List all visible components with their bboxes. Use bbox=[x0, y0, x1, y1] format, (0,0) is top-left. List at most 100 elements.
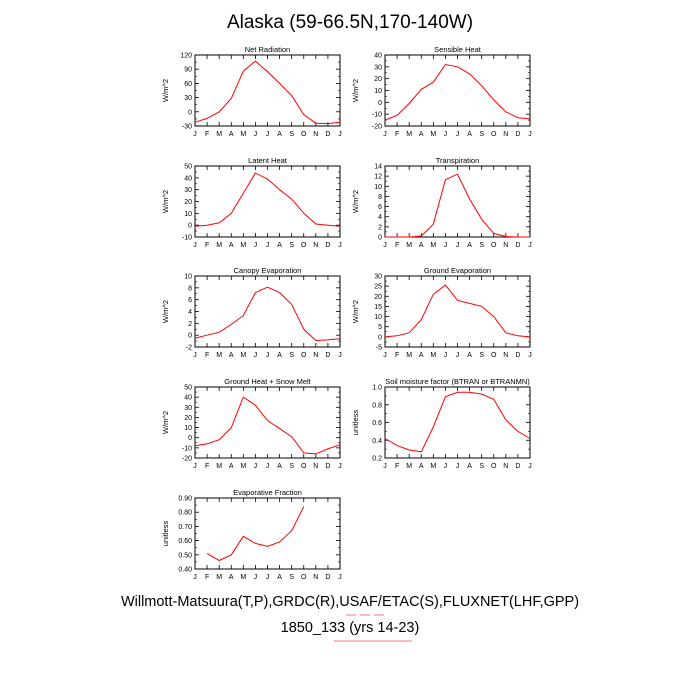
x-tick-label: A bbox=[229, 242, 234, 249]
y-tick-label: -20 bbox=[182, 456, 192, 463]
x-tick-label: J bbox=[193, 463, 197, 470]
x-tick-label: S bbox=[289, 131, 294, 138]
y-tick-label: 0 bbox=[188, 109, 192, 116]
x-tick-label: J bbox=[338, 574, 342, 581]
x-tick-label: J bbox=[266, 131, 270, 138]
x-tick-label: J bbox=[338, 352, 342, 359]
y-axis-label: W/m^2 bbox=[161, 411, 170, 434]
y-tick-label: 25 bbox=[374, 284, 382, 291]
y-tick-label: 4 bbox=[378, 214, 382, 221]
x-tick-label: M bbox=[216, 463, 222, 470]
x-tick-label: D bbox=[325, 352, 330, 359]
y-tick-label: 15 bbox=[374, 304, 382, 311]
x-tick-label: J bbox=[456, 131, 460, 138]
x-tick-label: D bbox=[515, 352, 520, 359]
x-tick-label: A bbox=[229, 131, 234, 138]
y-tick-label: 0.70 bbox=[178, 524, 192, 531]
y-axis-label: unitless bbox=[351, 410, 360, 436]
x-tick-label: J bbox=[193, 574, 197, 581]
x-tick-label: N bbox=[503, 242, 508, 249]
y-tick-label: -2 bbox=[186, 345, 192, 352]
x-tick-label: J bbox=[266, 352, 270, 359]
y-tick-label: 2 bbox=[378, 224, 382, 231]
x-tick-label: A bbox=[229, 463, 234, 470]
x-tick-label: J bbox=[254, 242, 258, 249]
x-tick-label: O bbox=[301, 463, 307, 470]
x-tick-label: J bbox=[254, 574, 258, 581]
x-tick-label: F bbox=[395, 242, 399, 249]
y-axis-label: W/m^2 bbox=[351, 300, 360, 323]
y-tick-label: 20 bbox=[374, 294, 382, 301]
panel-title: Ground Evaporation bbox=[424, 266, 491, 275]
y-tick-label: 40 bbox=[184, 395, 192, 402]
x-tick-label: D bbox=[515, 131, 520, 138]
x-tick-label: N bbox=[313, 131, 318, 138]
x-tick-label: J bbox=[254, 352, 258, 359]
x-tick-label: A bbox=[277, 463, 282, 470]
x-tick-label: N bbox=[313, 574, 318, 581]
y-tick-label: 60 bbox=[184, 81, 192, 88]
x-tick-label: J bbox=[528, 463, 532, 470]
y-tick-label: -5 bbox=[376, 345, 382, 352]
y-tick-label: -10 bbox=[182, 445, 192, 452]
panel-title: Latent Heat bbox=[248, 156, 288, 165]
y-axis-label: W/m^2 bbox=[351, 190, 360, 213]
series-line bbox=[384, 63, 531, 121]
y-tick-label: 30 bbox=[184, 95, 192, 102]
x-tick-label: A bbox=[467, 131, 472, 138]
x-tick-label: J bbox=[338, 463, 342, 470]
series-line bbox=[194, 172, 341, 227]
series-line bbox=[384, 391, 531, 453]
y-tick-label: 20 bbox=[184, 199, 192, 206]
x-tick-label: F bbox=[205, 352, 209, 359]
y-tick-label: -30 bbox=[182, 124, 192, 131]
series-line bbox=[194, 286, 341, 342]
x-tick-label: N bbox=[503, 463, 508, 470]
x-tick-label: F bbox=[205, 131, 209, 138]
y-tick-label: 50 bbox=[184, 385, 192, 392]
y-tick-label: 30 bbox=[374, 64, 382, 71]
y-tick-label: 20 bbox=[374, 76, 382, 83]
x-tick-label: J bbox=[456, 463, 460, 470]
x-tick-label: N bbox=[313, 352, 318, 359]
x-tick-label: M bbox=[240, 352, 246, 359]
y-tick-label: 10 bbox=[374, 314, 382, 321]
x-tick-label: J bbox=[383, 352, 387, 359]
x-tick-label: J bbox=[456, 352, 460, 359]
x-tick-label: D bbox=[515, 242, 520, 249]
y-tick-label: 6 bbox=[188, 297, 192, 304]
y-tick-label: 4 bbox=[188, 309, 192, 316]
y-axis-label: W/m^2 bbox=[161, 300, 170, 323]
y-tick-label: -10 bbox=[182, 235, 192, 242]
x-tick-label: O bbox=[301, 352, 307, 359]
x-tick-label: A bbox=[229, 574, 234, 581]
x-tick-label: J bbox=[254, 131, 258, 138]
x-tick-label: F bbox=[395, 131, 399, 138]
y-tick-label: -10 bbox=[372, 112, 382, 119]
x-tick-label: J bbox=[444, 242, 448, 249]
y-tick-label: 8 bbox=[188, 285, 192, 292]
x-tick-label: O bbox=[491, 352, 497, 359]
x-tick-label: M bbox=[240, 463, 246, 470]
panel-9: Evaporative Fraction unitless 0.40 0.50 0.60… bbox=[161, 488, 342, 581]
x-tick-label: M bbox=[240, 242, 246, 249]
x-tick-label: D bbox=[515, 463, 520, 470]
x-tick-label: J bbox=[444, 463, 448, 470]
y-tick-label: 2 bbox=[188, 321, 192, 328]
y-tick-label: 0 bbox=[188, 223, 192, 230]
x-tick-label: D bbox=[325, 242, 330, 249]
y-tick-label: 1.0 bbox=[372, 385, 382, 392]
x-tick-label: A bbox=[467, 352, 472, 359]
x-tick-label: J bbox=[338, 242, 342, 249]
x-tick-label: M bbox=[406, 463, 412, 470]
x-tick-label: S bbox=[479, 463, 484, 470]
series-line bbox=[194, 396, 341, 455]
x-tick-label: A bbox=[277, 574, 282, 581]
x-tick-label: J bbox=[193, 242, 197, 249]
x-tick-label: O bbox=[301, 242, 307, 249]
x-tick-label: N bbox=[503, 352, 508, 359]
footer-sources: Willmott-Matsuura(T,P),GRDC(R),USAF/ETAC… bbox=[120, 594, 580, 610]
